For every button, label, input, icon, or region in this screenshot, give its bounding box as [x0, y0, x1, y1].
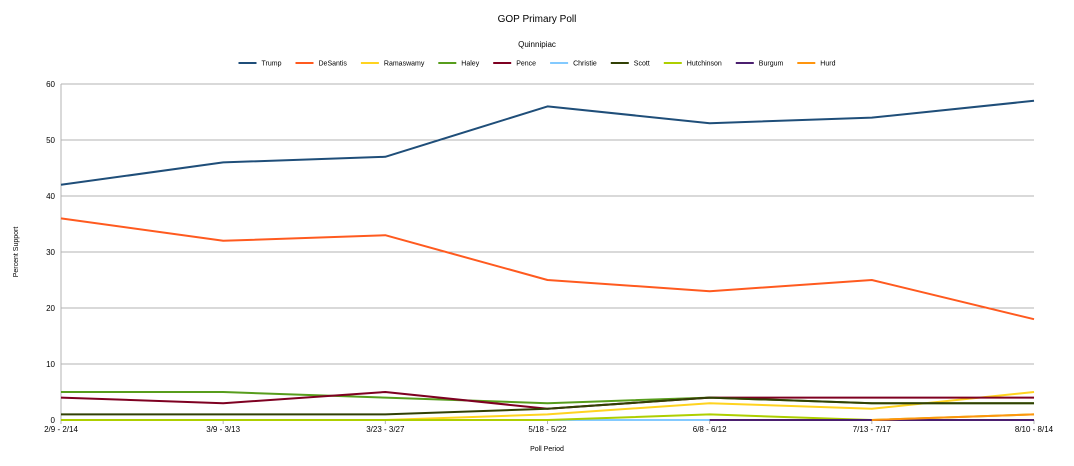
- y-axis: 0 10 20 30 40 50 60: [46, 80, 62, 425]
- series-lines: [60, 99, 1035, 421]
- y-tick-label: 40: [46, 192, 55, 201]
- data-point-scott: [871, 402, 873, 404]
- legend-label: Scott: [634, 61, 650, 68]
- data-point-scott: [222, 413, 224, 415]
- data-point-desantis: [709, 290, 711, 292]
- data-point-desantis: [547, 279, 549, 281]
- data-point-ramaswamy: [1033, 391, 1035, 393]
- x-tick-label: 8/10 - 8/14: [1015, 425, 1054, 434]
- data-point-ramaswamy: [547, 413, 549, 415]
- data-point-trump: [1033, 100, 1035, 102]
- y-tick-label: 60: [46, 80, 55, 89]
- x-axis: 2/9 - 2/14 3/9 - 3/13 3/23 - 3/27 5/18 - 5/…: [44, 420, 1054, 434]
- legend: Trump DeSantis Ramaswamy Haley Pence Christie…: [238, 61, 836, 68]
- legend-item-haley: Haley: [438, 61, 480, 68]
- legend-label: Hutchinson: [687, 61, 722, 68]
- legend-item-scott: Scott: [610, 61, 650, 68]
- x-axis-title: Poll Period: [530, 446, 564, 453]
- x-tick-label: 3/23 - 3/27: [366, 425, 405, 434]
- legend-item-burgum: Burgum: [735, 61, 784, 68]
- series-line-ramaswamy: [61, 391, 1035, 421]
- series-line-trump: [60, 99, 1035, 186]
- data-point-trump: [709, 122, 711, 124]
- series-scott: [60, 396, 1035, 416]
- series-ramaswamy: [61, 391, 1035, 421]
- data-point-scott: [709, 397, 711, 399]
- series-line-scott: [61, 396, 1034, 416]
- data-point-scott: [60, 413, 62, 415]
- data-point-hutchinson: [384, 419, 386, 421]
- data-point-trump: [60, 184, 62, 186]
- chart-title: GOP Primary Poll: [498, 14, 577, 25]
- legend-label: Ramaswamy: [384, 61, 425, 68]
- data-point-desantis: [222, 240, 224, 242]
- data-point-desantis: [871, 279, 873, 281]
- data-point-burgum: [1033, 419, 1035, 421]
- data-point-pence: [384, 391, 386, 393]
- y-tick-label: 10: [46, 360, 55, 369]
- data-point-pence: [871, 397, 873, 399]
- data-point-hutchinson: [547, 419, 549, 421]
- data-point-scott: [547, 408, 549, 410]
- legend-item-desantis: DeSantis: [295, 61, 348, 68]
- series-line-hurd: [871, 413, 1035, 421]
- data-point-trump: [547, 105, 549, 107]
- legend-label: DeSantis: [319, 61, 348, 68]
- legend-label: Haley: [461, 61, 479, 68]
- legend-item-trump: Trump: [238, 61, 282, 68]
- legend-item-hutchinson: Hutchinson: [663, 61, 722, 68]
- data-point-hurd: [871, 419, 873, 421]
- legend-label: Trump: [262, 61, 282, 68]
- data-point-pence: [60, 397, 62, 399]
- data-point-haley: [222, 391, 224, 393]
- data-point-desantis: [384, 234, 386, 236]
- data-point-haley: [547, 402, 549, 404]
- x-tick-label: 2/9 - 2/14: [44, 425, 78, 434]
- legend-label: Christie: [573, 61, 597, 68]
- gridlines: [61, 83, 1034, 421]
- data-point-hutchinson: [60, 419, 62, 421]
- data-point-haley: [384, 397, 386, 399]
- data-point-burgum: [709, 419, 711, 421]
- data-point-trump: [871, 117, 873, 119]
- legend-item-christie: Christie: [550, 61, 597, 68]
- y-tick-label: 0: [51, 416, 56, 425]
- y-tick-label: 30: [46, 248, 55, 257]
- data-point-trump: [222, 161, 224, 163]
- legend-label: Hurd: [820, 61, 835, 68]
- y-tick-label: 20: [46, 304, 55, 313]
- data-point-trump: [384, 156, 386, 158]
- x-tick-label: 5/18 - 5/22: [528, 425, 567, 434]
- series-hurd: [871, 413, 1035, 421]
- x-tick-label: 7/13 - 7/17: [853, 425, 892, 434]
- data-point-pence: [222, 402, 224, 404]
- data-point-ramaswamy: [709, 402, 711, 404]
- data-point-ramaswamy: [871, 408, 873, 410]
- legend-item-hurd: Hurd: [797, 61, 836, 68]
- data-point-desantis: [60, 217, 62, 219]
- data-point-hutchinson: [709, 413, 711, 415]
- series-line-desantis: [60, 217, 1035, 321]
- data-point-scott: [1033, 402, 1035, 404]
- data-point-hurd: [1033, 413, 1035, 415]
- x-tick-label: 3/9 - 3/13: [206, 425, 240, 434]
- data-point-pence: [1033, 397, 1035, 399]
- x-tick-label: 6/8 - 6/12: [693, 425, 727, 434]
- legend-item-pence: Pence: [493, 61, 536, 68]
- y-tick-label: 50: [46, 136, 55, 145]
- data-point-desantis: [1033, 318, 1035, 320]
- series-desantis: [60, 217, 1035, 321]
- legend-label: Pence: [516, 61, 536, 68]
- data-point-scott: [384, 413, 386, 415]
- legend-label: Burgum: [759, 61, 784, 68]
- data-point-haley: [60, 391, 62, 393]
- legend-item-ramaswamy: Ramaswamy: [360, 61, 425, 68]
- chart-subtitle: Quinnipiac: [518, 40, 556, 49]
- y-axis-title: Percent Support: [13, 227, 20, 278]
- series-trump: [60, 99, 1035, 186]
- data-point-hutchinson: [222, 419, 224, 421]
